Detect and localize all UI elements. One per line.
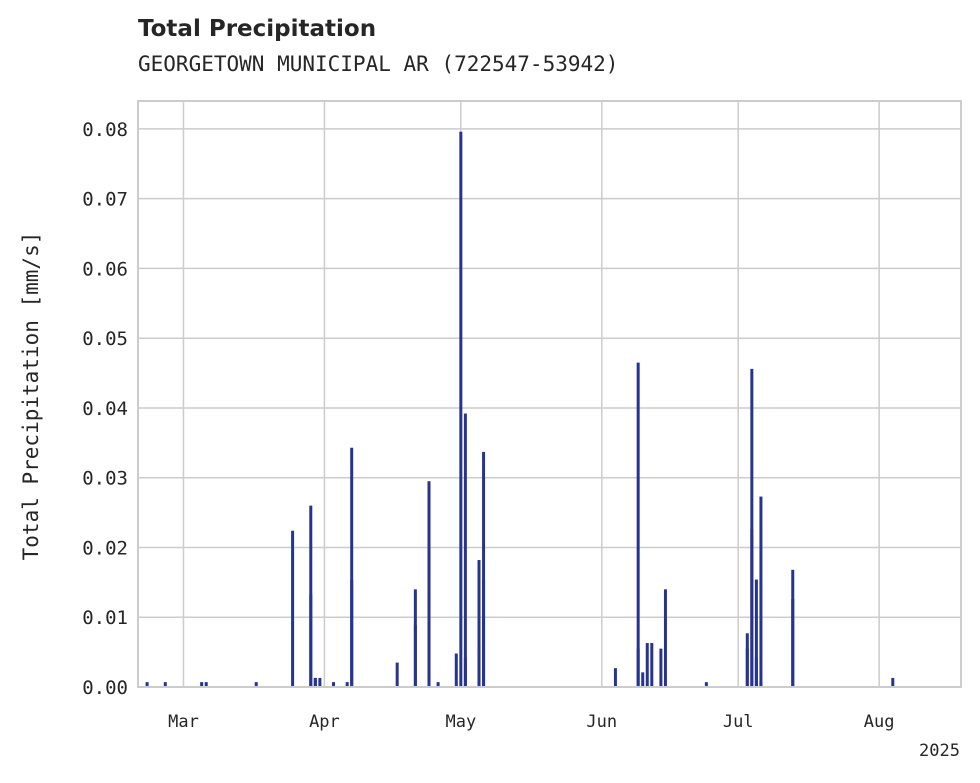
precipitation-bar <box>750 529 754 687</box>
precipitation-bar <box>254 682 258 687</box>
chart-subtitle: GEORGETOWN MUNICIPAL AR (722547-53942) <box>138 52 619 76</box>
x-tick-label: Jun <box>586 712 617 732</box>
y-tick-label: 0.04 <box>82 398 128 420</box>
precipitation-bar <box>427 540 431 687</box>
precipitation-bar <box>754 657 758 687</box>
y-tick-label: 0.02 <box>82 537 128 559</box>
precipitation-bar <box>745 648 749 687</box>
precipitation-bar <box>454 653 458 687</box>
y-tick-label: 0.01 <box>82 607 128 629</box>
x-tick-label: Jul <box>723 712 754 732</box>
precipitation-bar <box>350 579 354 687</box>
precipitation-bar <box>641 672 645 687</box>
precipitation-bar <box>645 643 649 687</box>
y-tick-label: 0.00 <box>82 677 128 699</box>
precipitation-bar <box>750 368 754 687</box>
axis-layer: 0.00 0.01 0.02 0.03 0.04 0.05 0.06 0.07 0.08 Mar A… <box>82 100 962 732</box>
precipitation-bar <box>395 662 399 687</box>
precipitation-bar <box>891 677 895 687</box>
precipitation-bar <box>313 677 317 687</box>
x-tick-label: Aug <box>864 712 895 732</box>
precipitation-bar <box>436 682 440 687</box>
precipitation-bar <box>791 599 795 687</box>
precipitation-bar <box>759 682 763 687</box>
precipitation-bar <box>318 677 322 687</box>
precipitation-bar <box>291 530 295 687</box>
precipitation-bar <box>163 682 167 687</box>
precipitation-bar <box>477 560 481 687</box>
precipitation-bar <box>413 589 417 687</box>
precipitation-bar <box>704 682 708 687</box>
chart-title: Total Precipitation <box>138 16 377 42</box>
precipitation-bar <box>650 643 654 687</box>
precipitation-bar <box>482 451 486 687</box>
x-axis-year-label: 2025 <box>919 741 960 761</box>
precipitation-bar <box>477 643 481 687</box>
precipitation-bar <box>663 589 667 687</box>
y-tick-label: 0.08 <box>82 119 128 141</box>
precipitation-bar <box>463 657 467 687</box>
precipitation-bar <box>463 413 467 687</box>
grid-layer <box>138 101 961 688</box>
y-tick-label: 0.05 <box>82 328 128 350</box>
x-tick-label: Mar <box>168 712 199 732</box>
precipitation-bar <box>345 682 349 687</box>
precipitation-bar <box>659 648 663 687</box>
y-tick-label: 0.07 <box>82 189 128 211</box>
precipitation-bar <box>759 496 763 687</box>
precipitation-bar <box>754 579 758 687</box>
precipitation-bar <box>350 447 354 687</box>
bar-layer <box>145 131 895 687</box>
precipitation-bar <box>482 579 486 687</box>
plot-frame <box>137 100 962 688</box>
y-tick-label: 0.06 <box>82 258 128 280</box>
precipitation-bar <box>309 505 313 687</box>
precipitation-bar <box>200 682 204 687</box>
precipitation-bar <box>204 682 208 687</box>
precipitation-bar <box>145 682 149 687</box>
x-tick-label: May <box>445 712 476 732</box>
y-axis-label: Total Precipitation [mm/s] <box>19 232 43 561</box>
precipitation-bar <box>613 668 617 687</box>
precipitation-bar <box>332 682 336 687</box>
precipitation-bar <box>636 362 640 687</box>
precipitation-bar <box>636 648 640 687</box>
x-tick-label: Apr <box>309 712 340 732</box>
y-tick-label: 0.03 <box>82 468 128 490</box>
precipitation-bar <box>459 131 463 687</box>
